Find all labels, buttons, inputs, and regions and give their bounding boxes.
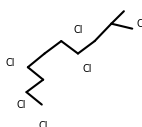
Text: Cl: Cl xyxy=(136,19,142,29)
Text: Cl: Cl xyxy=(82,64,92,74)
Text: Cl: Cl xyxy=(6,59,15,68)
Text: Cl: Cl xyxy=(73,25,83,35)
Text: Cl: Cl xyxy=(38,121,48,127)
Text: Cl: Cl xyxy=(17,100,26,110)
